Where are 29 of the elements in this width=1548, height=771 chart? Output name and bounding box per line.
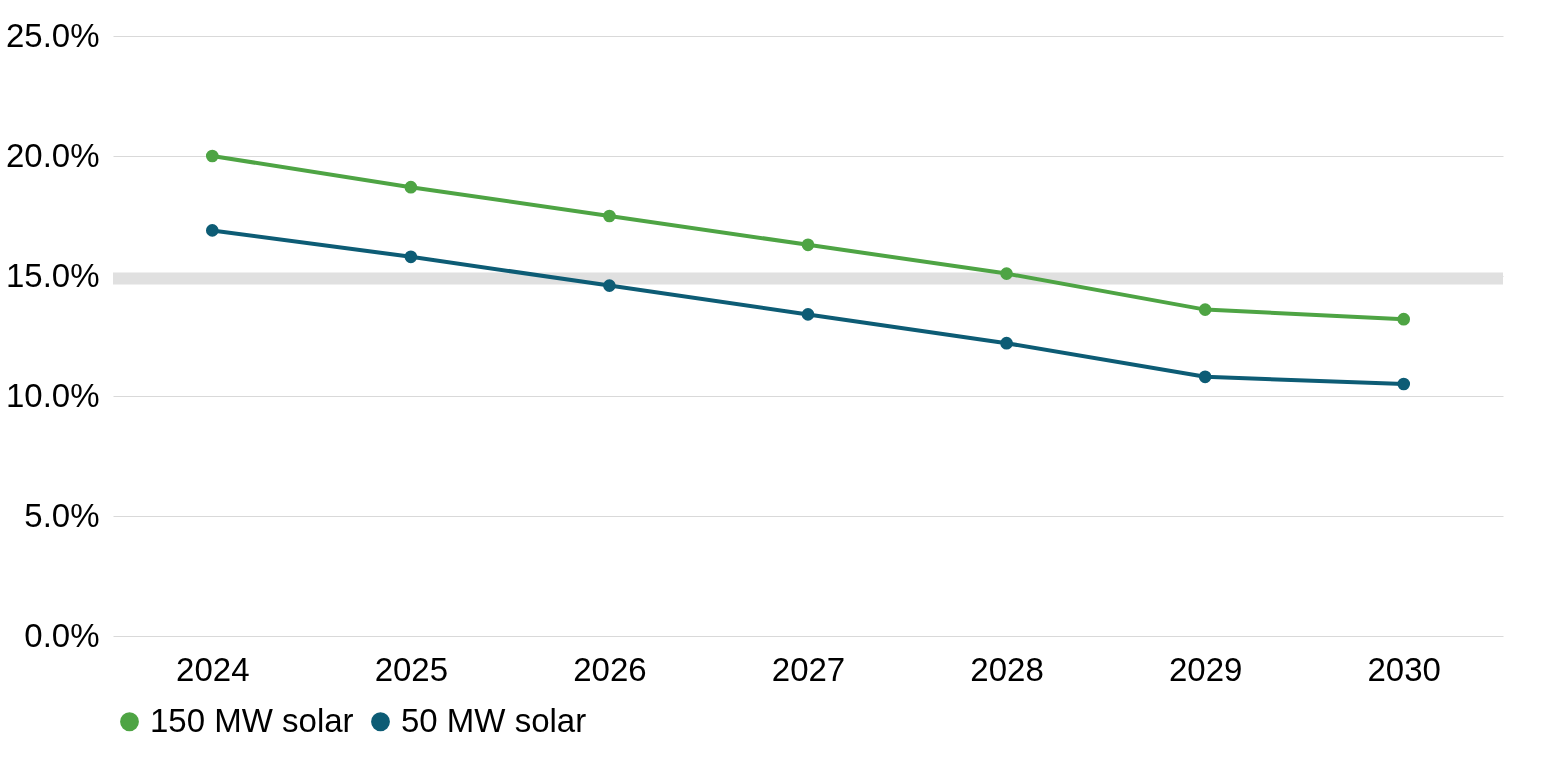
y-tick-label: 20.0% (5, 136, 100, 174)
x-tick-label: 2027 (771, 650, 846, 688)
x-tick-label: 2028 (970, 650, 1044, 688)
point (205, 149, 219, 163)
point (603, 279, 616, 292)
point (1198, 303, 1212, 316)
legend-label: 50 MW solar (401, 701, 587, 739)
point (404, 250, 418, 264)
point (1000, 336, 1013, 350)
x-tick-label: 2030 (1367, 650, 1441, 688)
y-tick-label: 5.0% (24, 496, 100, 534)
point (1397, 377, 1411, 391)
point (1397, 312, 1411, 326)
point (603, 209, 616, 223)
y-tick-label: 25.0% (5, 16, 100, 54)
x-tick-label: 2029 (1168, 650, 1243, 688)
x-tick-label: 2025 (374, 650, 449, 688)
x-tick-label: 2026 (573, 650, 647, 688)
point (205, 224, 219, 237)
legend-label: 150 MW solar (150, 701, 354, 739)
y-tick-label: 15.0% (5, 256, 100, 294)
point (1198, 370, 1212, 384)
y-tick-label: 10.0% (5, 376, 100, 414)
point (801, 308, 815, 321)
y-tick-label: 0.0% (24, 616, 100, 654)
x-tick-label: 2024 (176, 650, 250, 688)
point (1000, 267, 1013, 280)
point (404, 180, 418, 194)
point (801, 238, 815, 252)
